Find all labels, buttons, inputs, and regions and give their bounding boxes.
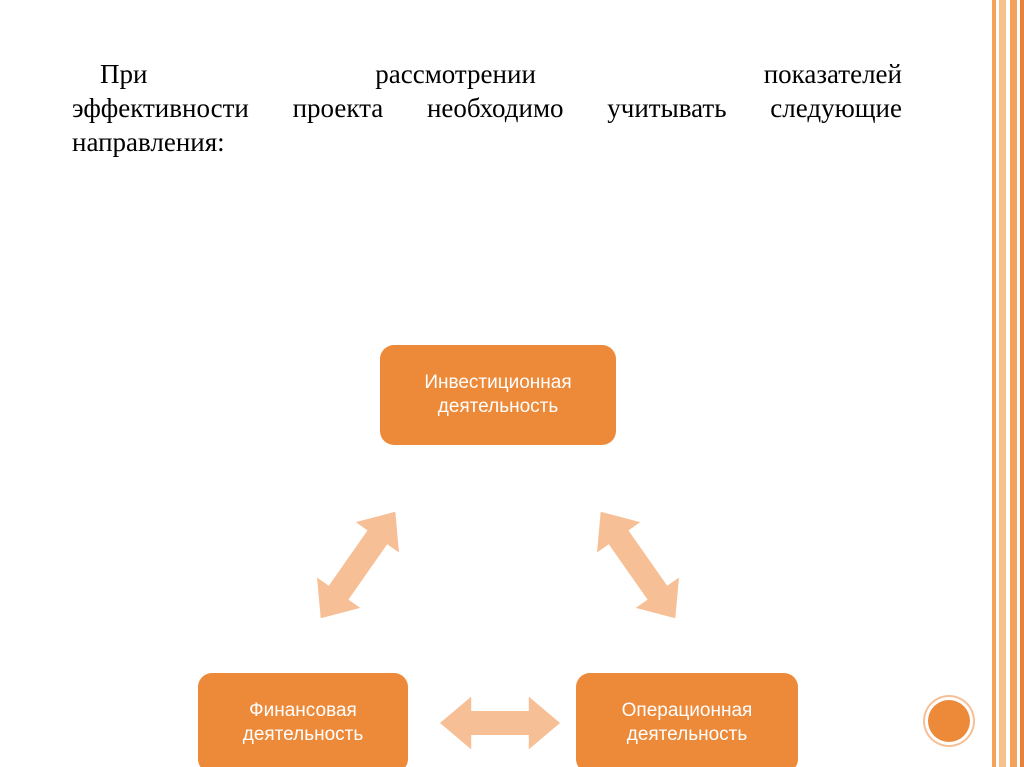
- node-label: Операционная деятельность: [622, 699, 753, 747]
- node-right: Операционная деятельность: [576, 673, 798, 767]
- accent-circle-icon: [928, 700, 970, 742]
- cycle-diagram: Инвестиционная деятельность Финансовая д…: [0, 165, 1000, 725]
- heading-rest: эффективности проекта необходимо учитыва…: [72, 92, 902, 160]
- arrow-top-left: [274, 467, 442, 664]
- heading-line1: При рассмотрении показателей: [72, 58, 902, 92]
- stripe-3: [1010, 0, 1017, 767]
- slide: При рассмотрении показателей эффективнос…: [0, 0, 1024, 767]
- stripe-2: [999, 0, 1006, 767]
- heading-word: рассмотрении: [375, 58, 536, 92]
- node-label: Инвестиционная деятельность: [424, 371, 571, 419]
- node-label-line: деятельность: [622, 723, 753, 747]
- node-top: Инвестиционная деятельность: [380, 345, 616, 445]
- stripe-4: [1020, 0, 1024, 767]
- node-label-line: деятельность: [424, 395, 571, 419]
- node-label: Финансовая деятельность: [243, 699, 364, 747]
- arrow-top-right: [554, 467, 722, 664]
- arrow-bottom: [410, 687, 590, 759]
- heading-word: показателей: [764, 58, 902, 92]
- node-label-line: Инвестиционная: [424, 371, 571, 395]
- node-label-line: Финансовая: [243, 699, 364, 723]
- heading-word: При: [72, 58, 147, 92]
- node-left: Финансовая деятельность: [198, 673, 408, 767]
- node-label-line: Операционная: [622, 699, 753, 723]
- heading-text: При рассмотрении показателей эффективнос…: [72, 58, 902, 159]
- node-label-line: деятельность: [243, 723, 364, 747]
